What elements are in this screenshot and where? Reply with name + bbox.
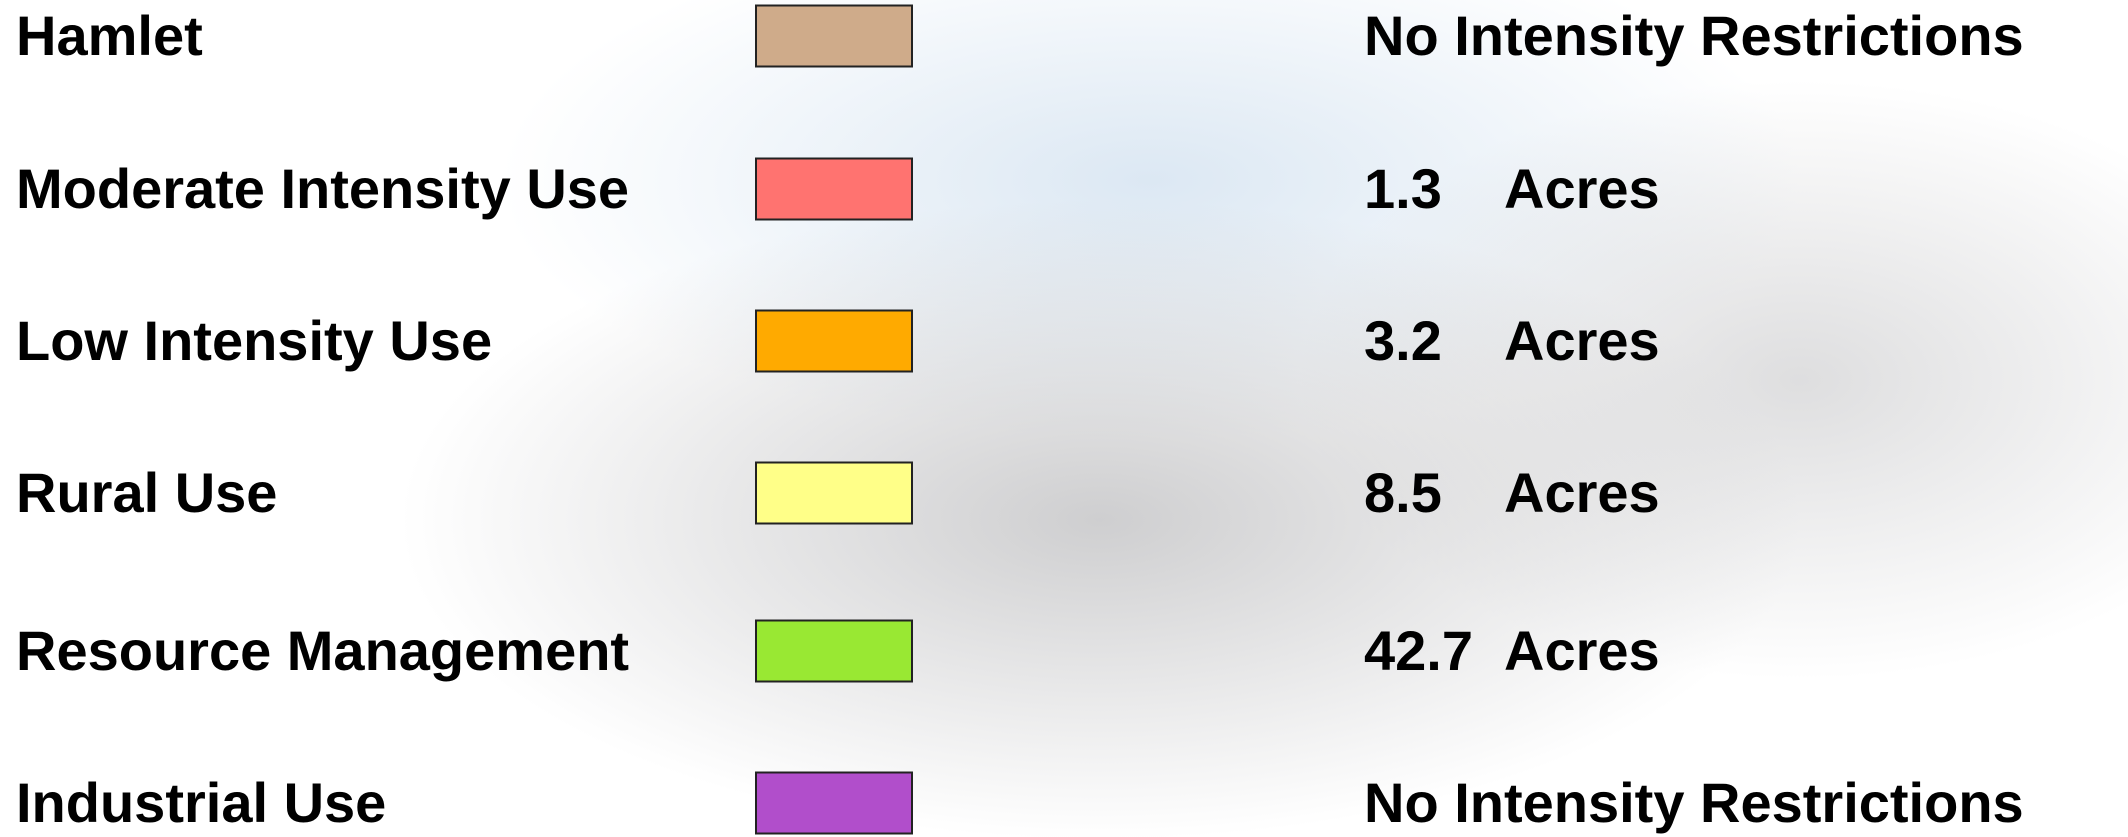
row-amount: 8.5 xyxy=(1364,465,1442,521)
row-label: Rural Use xyxy=(16,465,277,521)
background xyxy=(0,0,2128,837)
color-swatch xyxy=(755,620,913,683)
row-amount: 3.2 xyxy=(1364,313,1442,369)
color-swatch xyxy=(755,772,913,835)
row-value: No Intensity Restrictions xyxy=(1364,8,2024,64)
row-label: Industrial Use xyxy=(16,775,386,831)
row-unit: Acres xyxy=(1504,313,1660,369)
row-label: Hamlet xyxy=(16,8,203,64)
color-swatch xyxy=(755,310,913,373)
row-amount: 42.7 xyxy=(1364,623,1473,679)
row-label: Moderate Intensity Use xyxy=(16,161,629,217)
row-label: Low Intensity Use xyxy=(16,313,492,369)
row-amount: 1.3 xyxy=(1364,161,1442,217)
row-unit: Acres xyxy=(1504,623,1660,679)
row-label: Resource Management xyxy=(16,623,629,679)
color-swatch xyxy=(755,158,913,221)
color-swatch xyxy=(755,462,913,525)
row-unit: Acres xyxy=(1504,465,1660,521)
row-unit: Acres xyxy=(1504,161,1660,217)
color-swatch xyxy=(755,5,913,68)
row-value: No Intensity Restrictions xyxy=(1364,775,2024,831)
slide: Hamlet No Intensity Restrictions Moderate … xyxy=(0,0,2128,837)
